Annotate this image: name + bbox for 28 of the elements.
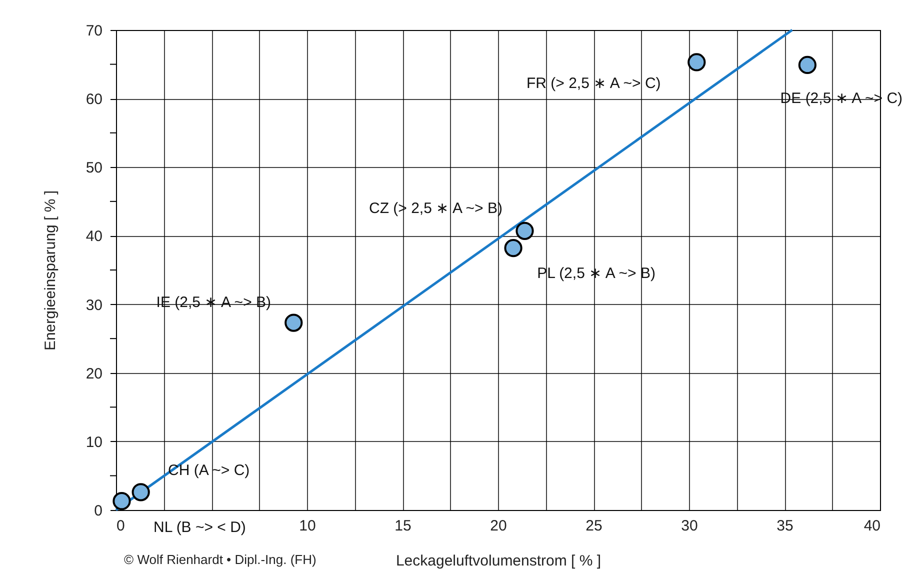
x-tick-label: 0 [116,518,125,534]
x-tick-label: 25 [586,518,602,534]
point [112,492,131,510]
point [284,314,303,332]
point [516,222,534,240]
annotation: FR (> 2,5 ∗ A ~> C) [526,75,661,92]
annotation: NL (B ~> < D) [154,519,246,536]
x-tick-label: 20 [490,518,507,534]
point [798,56,816,74]
x-tick-label: 40 [864,518,880,534]
x-tick-label: 35 [776,518,794,534]
y-tick-label: 30 [86,296,102,314]
y-tick-label: 0 [94,502,102,520]
x-tick-label: 10 [299,518,316,534]
point [132,483,150,502]
x-tick-label: 30 [681,518,698,534]
y-tick-label: 20 [86,365,102,382]
text: © Wolf Rienhardt • Dipl.-Ing. (FH) [124,552,316,567]
y-tick-label: 60 [86,91,102,108]
y-tick-label: 70 [86,22,102,40]
x-tick-label: 15 [394,518,412,534]
y-axis-title: Energieeinsparung [ % ] [42,190,59,351]
y-tick-label: 40 [86,228,102,246]
point [688,53,706,72]
y-tick-label: 50 [86,160,102,177]
x-axis-title: Leckageluftvolumenstrom [ % ] [396,552,602,570]
y-tick-label: 10 [86,434,102,451]
point [504,239,522,258]
